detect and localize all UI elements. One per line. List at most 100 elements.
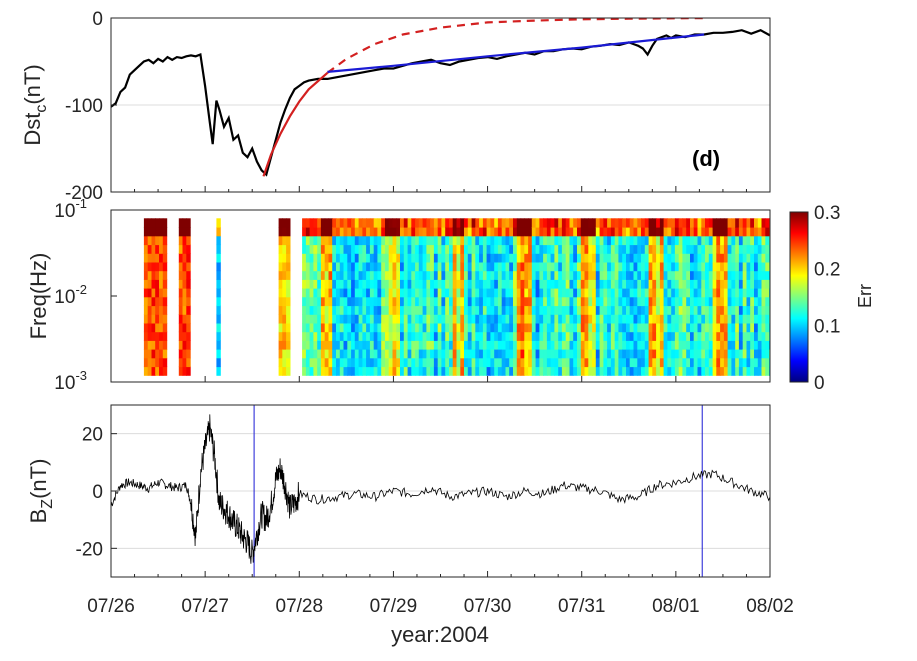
spectrogram-cell: [565, 357, 571, 368]
spectrogram-cell: [607, 349, 612, 359]
spectrogram-cell: [362, 340, 367, 350]
spectrogram-cell: [761, 279, 766, 289]
spectrogram-cell: [324, 349, 330, 359]
spectrogram-cell: [411, 349, 416, 359]
spectrogram-cell: [467, 261, 473, 272]
spectrogram-cell: [644, 227, 650, 237]
spectrogram-cell: [659, 253, 665, 263]
spectrogram-cell: [584, 279, 589, 289]
spectrogram-cell: [362, 227, 367, 237]
spectrogram-cell: [369, 357, 375, 368]
spectrogram-cell: [396, 340, 401, 350]
spectrogram-cell: [731, 357, 736, 368]
spectrogram-cell: [641, 253, 646, 263]
spectrogram-cell: [720, 322, 725, 333]
spectrogram-cell: [388, 279, 394, 289]
spectrogram-cell: [305, 270, 311, 280]
spectrogram-cell: [490, 235, 495, 246]
spectrogram-cell: [358, 218, 363, 228]
spectrogram-cell: [671, 349, 676, 359]
spectrogram-cell: [682, 305, 687, 315]
spectrogram-cell: [486, 253, 491, 263]
spectrogram-cell: [520, 305, 525, 315]
spectrogram-cell: [667, 253, 672, 263]
spectrogram-cell: [155, 314, 160, 324]
spectrogram-cell: [494, 227, 499, 237]
spectrogram-cell: [731, 340, 736, 350]
spectrogram-cell: [761, 261, 766, 272]
spectrogram-cell: [599, 227, 604, 237]
spectrogram-cell: [324, 357, 330, 368]
spectrogram-cell: [603, 288, 608, 298]
spectrogram-cell: [433, 349, 439, 359]
spectrogram-cell: [403, 227, 409, 237]
spectrogram-cell: [369, 261, 375, 272]
spectrogram-cell: [403, 261, 409, 272]
spectrogram-cell: [354, 322, 360, 333]
spectrogram-cell: [479, 340, 484, 350]
spectrogram-cell: [735, 340, 740, 350]
spectrogram-cell: [520, 357, 525, 368]
spectrogram-cell: [216, 349, 221, 359]
spectrogram-cell: [366, 357, 371, 368]
spectrogram-cell: [543, 314, 548, 324]
spectrogram-cell: [497, 322, 503, 333]
spectrogram-cell: [531, 340, 537, 350]
spectrogram-cell: [546, 357, 552, 368]
spectrogram-cell: [735, 305, 740, 315]
spectrogram-cell: [618, 235, 623, 246]
spectrogram-cell: [682, 340, 687, 350]
spectrogram-cell: [656, 227, 661, 237]
spectrogram-cell: [565, 366, 571, 376]
spectrogram-cell: [392, 340, 397, 350]
spectrogram-cell: [746, 331, 751, 341]
spectrogram-cell: [437, 331, 443, 341]
spectrogram-cell: [750, 253, 755, 263]
spectrogram-cell: [501, 366, 507, 376]
spectrogram-cell: [701, 261, 706, 272]
spectrogram-cell: [497, 349, 503, 359]
spectrogram-cell: [449, 244, 454, 254]
spectrogram-cell: [505, 322, 510, 333]
spectrogram-cell: [422, 253, 427, 263]
spectrogram-cell: [407, 235, 412, 246]
spectrogram-cell: [445, 261, 450, 272]
spectrogram-cell: [652, 331, 657, 341]
spectrogram-cell: [143, 296, 149, 307]
spectrogram-cell: [580, 305, 586, 315]
spectrogram-cell: [396, 357, 401, 368]
spectrogram-cell: [400, 279, 405, 289]
spectrogram-cell: [182, 270, 187, 280]
spectrogram-cell: [535, 296, 540, 307]
spectrogram-cell: [633, 305, 638, 315]
spectrogram-cell: [705, 253, 710, 263]
spectrogram-cell: [663, 288, 668, 298]
spectrogram-cell: [456, 227, 461, 237]
spectrogram-cell: [614, 349, 620, 359]
spectrogram-cell: [742, 244, 748, 254]
spectrogram-cell: [697, 253, 702, 263]
spectrogram-cell: [614, 288, 620, 298]
spectrogram-cell: [757, 314, 763, 324]
spectrogram-cell: [471, 279, 476, 289]
spectrogram-cell: [430, 227, 435, 237]
spectrogram-cell: [742, 253, 748, 263]
spectrogram-cell: [531, 322, 537, 333]
spectrogram-cell: [761, 227, 766, 237]
spectrogram-cell: [550, 305, 555, 315]
spectrogram-cell: [693, 305, 699, 315]
spectrogram-cell: [328, 261, 333, 272]
spectrogram-cell: [336, 235, 341, 246]
spectrogram-cell: [765, 322, 770, 333]
spectrogram-cell: [554, 357, 559, 368]
spectrogram-cell: [765, 331, 770, 341]
spectrogram-cell: [486, 340, 491, 350]
y-tick-exponent: -2: [75, 282, 87, 297]
spectrogram-cell: [701, 357, 706, 368]
spectrogram-cell: [554, 331, 559, 341]
spectrogram-cell: [486, 357, 491, 368]
spectrogram-cell: [667, 235, 672, 246]
spectrogram-cell: [381, 314, 386, 324]
spectrogram-cell: [407, 288, 412, 298]
spectrogram-cell: [720, 261, 725, 272]
